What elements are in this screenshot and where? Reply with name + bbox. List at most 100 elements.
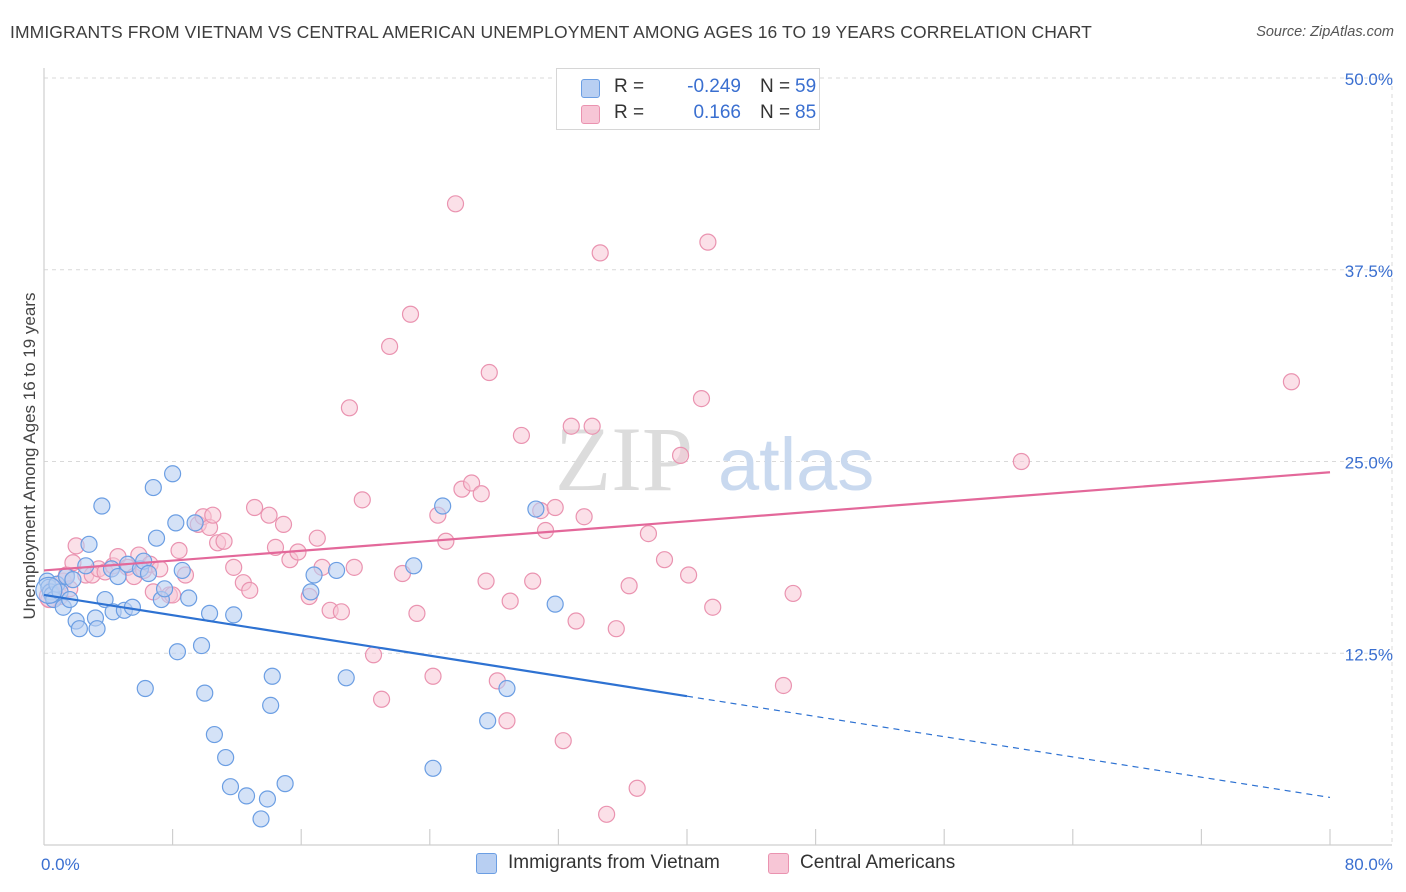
y-tick-label: 12.5% [1345,645,1393,664]
point-vietnam [173,561,191,580]
point-central-americans [472,485,490,503]
point-vietnam [136,679,154,698]
point-central-americans [381,337,399,356]
point-vietnam [337,669,355,687]
watermark: ZIP atlas [555,408,874,510]
point-vietnam [305,566,323,584]
r-value: -0.249 [687,76,741,97]
point-vietnam [168,643,187,661]
x-tick-label: 0.0% [41,855,80,874]
central-americans-swatch-icon [768,853,789,874]
source-label: Source: ZipAtlas.com [1256,24,1394,40]
point-vietnam [139,564,158,583]
trend-line-vietnam [43,593,688,698]
point-central-americans [607,620,625,638]
point-vietnam [405,557,423,575]
point-central-americans [353,491,371,509]
point-vietnam [434,497,452,515]
legend-label: Central Americans [800,852,956,873]
point-central-americans [477,572,495,590]
r-label: R = [614,102,645,123]
point-central-americans [446,195,465,213]
point-central-americans [204,506,222,524]
vietnam-swatch-icon [581,79,600,98]
point-central-americans [628,779,646,797]
n-value: 85 [795,102,817,123]
axis-labels: 12.5% 25.0% 37.5% 50.0% 0.0% 80.0% Unemploymen… [20,70,1393,874]
point-vietnam [263,667,281,685]
series-legend: Immigrants from Vietnam Central American… [0,850,1406,878]
point-central-americans [704,598,722,616]
axes [43,68,1392,846]
point-central-americans [575,508,593,526]
point-vietnam [109,567,127,586]
point-vietnam [527,500,545,518]
point-central-americans [462,474,481,492]
chart-title: IMMIGRANTS FROM VIETNAM VS CENTRAL AMERI… [10,22,1092,42]
point-vietnam [186,514,204,532]
point-central-americans [408,604,426,622]
x-tick-label: 80.0% [1345,855,1393,874]
point-central-americans [274,515,293,533]
point-central-americans [562,417,580,435]
point-vietnam [200,604,219,622]
point-vietnam [221,778,240,796]
point-central-americans [424,667,442,685]
r-value: 0.166 [693,102,741,123]
point-central-americans [241,581,259,599]
point-central-americans [401,305,420,323]
point-central-americans [524,572,542,590]
point-central-americans [364,646,383,664]
point-central-americans [655,551,674,569]
point-central-americans [308,529,326,547]
point-central-americans [340,399,359,417]
point-vietnam-cluster [35,576,63,604]
point-vietnam [144,478,162,497]
point-central-americans [260,506,278,524]
point-vietnam [147,529,166,547]
point-vietnam [164,465,182,483]
point-central-americans [1012,452,1030,471]
point-central-americans [583,417,601,435]
vietnam-points [35,465,564,828]
point-vietnam [64,571,82,589]
point-vietnam [205,725,223,744]
point-central-americans [774,676,793,695]
point-central-americans [225,558,243,576]
point-vietnam [217,748,235,767]
point-central-americans [245,498,264,517]
point-vietnam [302,583,320,601]
point-vietnam [192,636,211,655]
point-central-americans [498,712,516,730]
point-central-americans [170,541,188,560]
point-vietnam [546,595,564,613]
point-vietnam [93,497,111,515]
point-vietnam [196,684,214,702]
point-vietnam [479,712,497,730]
point-central-americans [536,521,555,540]
point-central-americans [512,426,531,445]
point-central-americans [345,558,363,576]
trend-lines [43,471,1331,799]
vietnam-swatch-icon [476,853,497,874]
point-vietnam [88,620,106,638]
point-vietnam [180,589,198,607]
point-central-americans [620,577,638,595]
point-central-americans [591,244,609,262]
n-label: N = [760,76,791,97]
point-vietnam [155,580,174,598]
point-vietnam [498,679,516,698]
n-value: 59 [795,76,817,97]
point-vietnam [167,514,185,532]
point-central-americans [567,612,585,630]
trend-line-vietnam-extension [686,695,1331,799]
point-central-americans [554,732,572,750]
point-central-americans [784,584,802,603]
point-central-americans [437,532,455,550]
point-central-americans [372,690,391,708]
point-vietnam [262,696,280,715]
point-vietnam [276,775,294,793]
point-vietnam [252,810,270,828]
point-central-americans [332,603,350,621]
